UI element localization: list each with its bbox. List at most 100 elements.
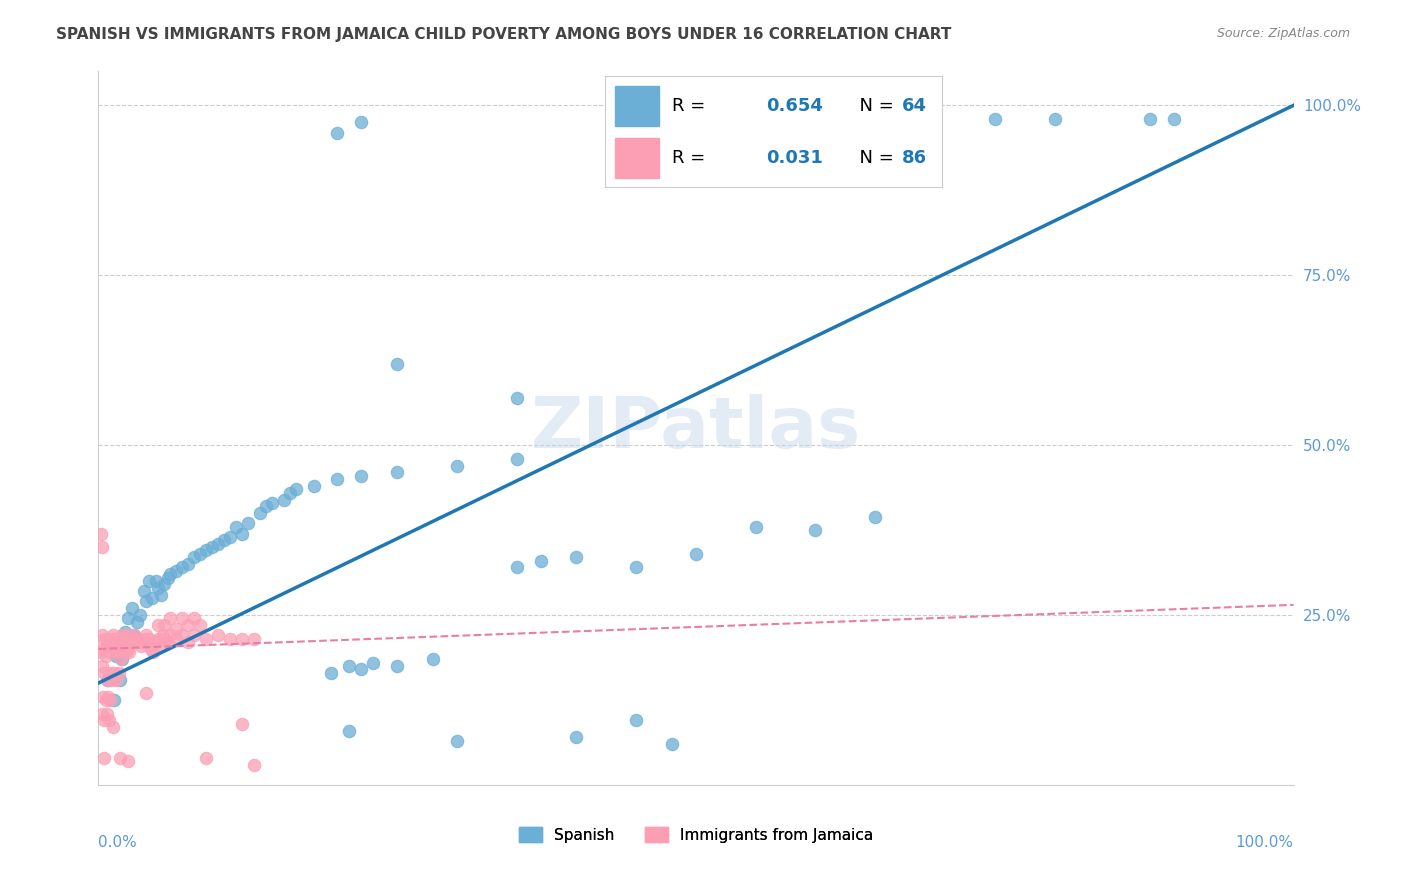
Point <box>91 659 114 673</box>
Point <box>156 635 179 649</box>
Point <box>284 483 307 497</box>
Point <box>177 618 200 632</box>
Point <box>231 632 253 646</box>
Point <box>156 571 179 585</box>
Text: SPANISH VS IMMIGRANTS FROM JAMAICA CHILD POVERTY AMONG BOYS UNDER 16 CORRELATION: SPANISH VS IMMIGRANTS FROM JAMAICA CHILD… <box>56 27 952 42</box>
Text: N =: N = <box>848 97 898 115</box>
Point <box>145 635 167 649</box>
Point <box>96 673 118 687</box>
Point <box>984 112 1007 126</box>
Point <box>91 540 114 554</box>
Point <box>115 628 138 642</box>
Point <box>326 126 349 140</box>
Point <box>1043 112 1066 126</box>
Point <box>138 574 160 588</box>
Point <box>141 591 163 605</box>
Point <box>446 458 468 473</box>
Point <box>96 635 118 649</box>
Point <box>94 693 117 707</box>
Point <box>172 628 194 642</box>
Point <box>148 581 170 595</box>
Point <box>422 652 444 666</box>
Point <box>97 639 120 653</box>
Point <box>108 673 131 687</box>
Point <box>326 472 349 486</box>
Point <box>132 632 155 646</box>
Point <box>804 523 827 537</box>
Point <box>243 757 266 772</box>
Text: 0.0%: 0.0% <box>98 835 138 850</box>
Point <box>321 665 343 680</box>
Text: 0.654: 0.654 <box>766 97 824 115</box>
Point <box>219 632 242 646</box>
Point <box>446 733 468 747</box>
Point <box>153 618 176 632</box>
Point <box>107 635 129 649</box>
Point <box>339 723 360 738</box>
Point <box>103 665 125 680</box>
Text: 100.0%: 100.0% <box>1236 835 1294 850</box>
Text: ZIPatlas: ZIPatlas <box>531 393 860 463</box>
Point <box>339 659 360 673</box>
Point <box>125 615 148 629</box>
Point <box>188 547 211 561</box>
Point <box>243 632 266 646</box>
Point <box>98 693 122 707</box>
Point <box>98 645 122 659</box>
Point <box>117 642 139 657</box>
Point <box>159 567 181 582</box>
Point <box>183 611 205 625</box>
Point <box>135 594 157 608</box>
Point <box>155 632 177 646</box>
Point <box>93 751 115 765</box>
Point <box>172 611 194 625</box>
Point <box>506 560 529 574</box>
Point <box>1139 112 1161 126</box>
Point <box>385 659 409 673</box>
Point <box>98 632 121 646</box>
Point <box>165 632 187 646</box>
Point <box>112 635 135 649</box>
Point <box>93 714 115 728</box>
Point <box>108 751 131 765</box>
Point <box>260 496 283 510</box>
Point <box>91 642 114 657</box>
Point <box>135 628 157 642</box>
Point <box>188 618 211 632</box>
Point <box>125 632 148 646</box>
Point <box>201 540 224 554</box>
Point <box>207 537 229 551</box>
Point <box>183 550 205 565</box>
Point <box>93 632 115 646</box>
Point <box>131 639 153 653</box>
Point <box>138 632 160 646</box>
Point <box>231 716 253 731</box>
Point <box>94 648 117 663</box>
Point <box>249 506 271 520</box>
Point <box>350 662 373 676</box>
Text: Source: ZipAtlas.com: Source: ZipAtlas.com <box>1216 27 1350 40</box>
Point <box>91 628 114 642</box>
Point <box>93 665 115 680</box>
Point <box>225 519 247 533</box>
Point <box>111 652 134 666</box>
Point <box>115 645 138 659</box>
Point <box>177 635 200 649</box>
Point <box>90 645 112 659</box>
Point <box>120 635 142 649</box>
Point <box>132 584 155 599</box>
Point <box>159 628 181 642</box>
Point <box>278 485 301 500</box>
Point <box>149 639 172 653</box>
Point <box>159 611 181 625</box>
Point <box>117 611 139 625</box>
Point <box>121 632 143 646</box>
Point <box>194 543 218 558</box>
Point <box>350 468 373 483</box>
Point <box>529 554 551 568</box>
Point <box>139 642 162 657</box>
Text: R =: R = <box>672 149 711 168</box>
Point <box>124 628 146 642</box>
Point <box>90 526 112 541</box>
Point <box>685 547 707 561</box>
